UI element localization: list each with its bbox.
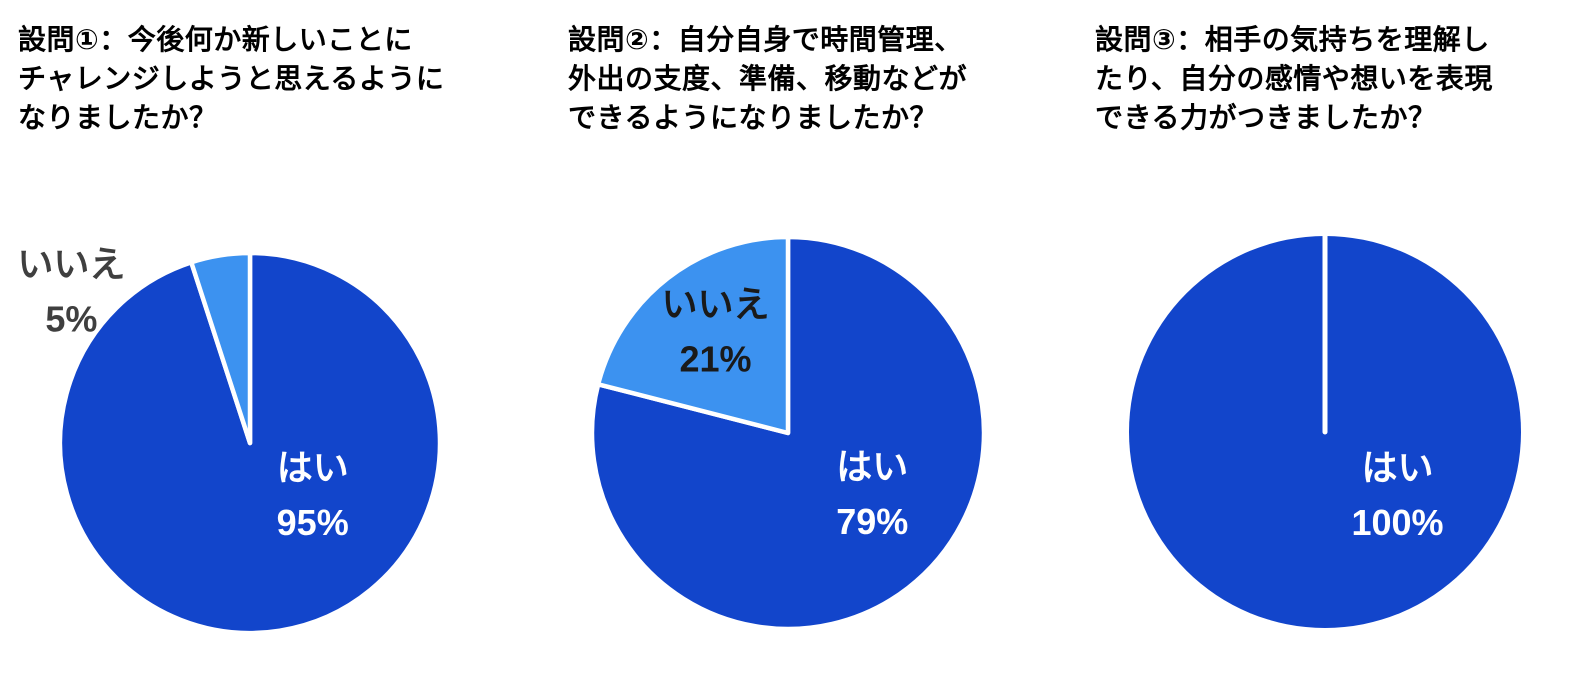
pie-chart-q1: はい 95% いいえ 5%	[17, 244, 443, 636]
pie-chart-q2: はい 79% いいえ 21%	[589, 234, 987, 632]
pie-label-no: いいえ 5%	[17, 244, 125, 340]
title-line: できる力がつきましたか？	[1095, 102, 1437, 133]
chart-question-2: 設問②：自分自身で時間管理、 外出の支度、準備、移動などが できるようになりまし…	[527, 0, 1054, 663]
pie-slice-yes	[589, 234, 987, 632]
pie-slice-no	[189, 250, 253, 446]
title-line: 外出の支度、準備、移動などが	[568, 63, 968, 94]
pie-label-no: いいえ 21%	[661, 284, 769, 380]
chart-title-q2: 設問②：自分自身で時間管理、 外出の支度、準備、移動などが できるようになりまし…	[527, 0, 1054, 203]
title-line: できるようになりましたか？	[568, 102, 938, 133]
chart-title-q1: 設問①：今後何か新しいことに チャレンジしようと思えるように なりましたか？	[0, 0, 527, 203]
title-line: なりましたか？	[18, 102, 218, 133]
title-line: 設問③：相手の気持ちを理解し	[1095, 24, 1490, 55]
title-line: チャレンジしようと思えるように	[18, 63, 445, 94]
pie-chart-q3: はい 100%	[1129, 233, 1521, 628]
chart-question-3: 設問③：相手の気持ちを理解し たり、自分の感情や想いを表現 できる力がつきました…	[1054, 0, 1581, 663]
chart-title-q3: 設問③：相手の気持ちを理解し たり、自分の感情や想いを表現 できる力がつきました…	[1054, 0, 1581, 203]
pie-slice-no	[595, 234, 791, 436]
pie-label-yes: はい 79%	[836, 446, 908, 542]
pie-label-yes: はい 95%	[277, 447, 349, 543]
title-line: 設問①：今後何か新しいことに	[18, 24, 413, 55]
pie-label-yes: はい 100%	[1351, 447, 1443, 543]
chart-question-1: 設問①：今後何か新しいことに チャレンジしようと思えるように なりましたか？ は…	[0, 0, 527, 663]
title-line: たり、自分の感情や想いを表現	[1095, 63, 1493, 94]
title-line: 設問②：自分自身で時間管理、	[568, 24, 963, 55]
